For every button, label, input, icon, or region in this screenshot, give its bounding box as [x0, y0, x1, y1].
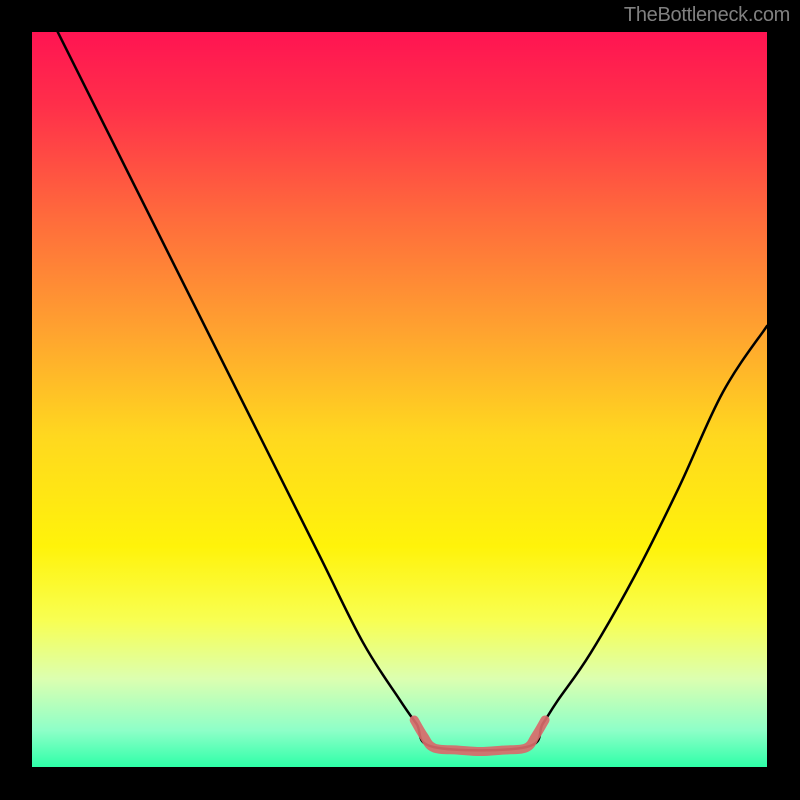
plot-background	[32, 32, 767, 767]
plot-svg	[0, 0, 800, 800]
bottleneck-chart: TheBottleneck.com	[0, 0, 800, 800]
